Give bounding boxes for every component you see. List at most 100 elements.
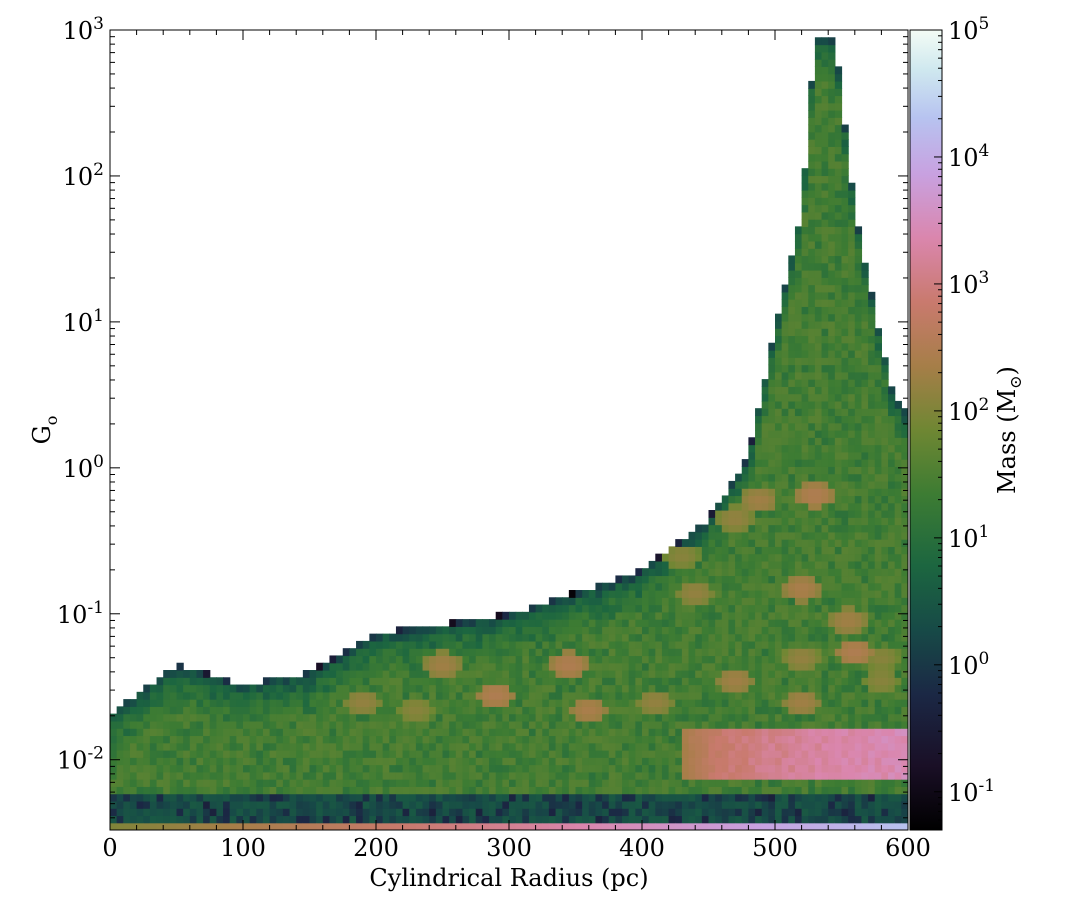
heatmap-cell [668, 713, 676, 722]
heatmap-cell [775, 633, 783, 642]
heatmap-cell [781, 808, 789, 817]
heatmap-cell [482, 691, 490, 700]
heatmap-cell [715, 706, 723, 715]
heatmap-cell [635, 633, 643, 642]
heatmap-cell [755, 750, 763, 758]
heatmap-cell [389, 713, 397, 722]
heatmap-cell [814, 153, 823, 162]
heatmap-cell [395, 822, 404, 830]
heatmap-cell [894, 582, 902, 591]
heatmap-cell [854, 597, 863, 606]
heatmap-cell [768, 488, 776, 497]
heatmap-cell [455, 771, 464, 780]
heatmap-cell [728, 728, 736, 737]
heatmap-cell [675, 713, 683, 722]
heatmap-cell [808, 553, 816, 562]
heatmap-cell [522, 670, 530, 678]
heatmap-cell [229, 764, 237, 773]
heatmap-cell [316, 750, 324, 758]
heatmap-cell [888, 495, 896, 504]
heatmap-cell [814, 146, 823, 155]
heatmap-cell [236, 822, 244, 830]
heatmap-cell [794, 328, 803, 337]
heatmap-cell [548, 677, 557, 686]
heatmap-cell [821, 95, 829, 104]
heatmap-cell [489, 757, 497, 766]
heatmap-cell [655, 808, 663, 817]
heatmap-cell [548, 684, 557, 693]
heatmap-cell [801, 182, 809, 191]
heatmap-cell [668, 764, 676, 773]
heatmap-cell [841, 786, 849, 795]
heatmap-cell [635, 604, 643, 613]
heatmap-cell [256, 800, 264, 809]
heatmap-cell [542, 713, 550, 722]
heatmap-cell [349, 800, 357, 809]
heatmap-cell [721, 590, 730, 598]
heatmap-cell [342, 735, 350, 744]
heatmap-cell [761, 546, 769, 555]
heatmap-cell [868, 299, 876, 307]
heatmap-cell [775, 626, 783, 635]
heatmap-cell [149, 750, 158, 758]
heatmap-cell [282, 684, 291, 693]
heatmap-cell [608, 633, 616, 642]
heatmap-cell [814, 393, 823, 402]
heatmap-cell [415, 662, 424, 671]
heatmap-cell [568, 590, 577, 598]
heatmap-cell [874, 437, 882, 446]
heatmap-cell [575, 640, 583, 649]
heatmap-cell [422, 771, 430, 780]
heatmap-cell [402, 655, 410, 664]
heatmap-cell [848, 786, 856, 795]
heatmap-cell [628, 779, 636, 787]
heatmap-cell [861, 677, 869, 686]
heatmap-cell [628, 575, 636, 584]
heatmap-cell [435, 822, 444, 830]
heatmap-cell [735, 611, 743, 620]
heatmap-cell [622, 815, 630, 824]
heatmap-cell [748, 626, 756, 635]
heatmap-cell [741, 510, 749, 518]
heatmap-cell [808, 219, 816, 227]
heatmap-cell [542, 764, 550, 773]
heatmap-cell [834, 437, 843, 446]
heatmap-cell [701, 793, 710, 802]
heatmap-cell [203, 728, 211, 737]
heatmap-cell [635, 713, 643, 722]
heatmap-cell [834, 502, 843, 511]
heatmap-cell [861, 604, 869, 613]
heatmap-cell [888, 524, 896, 533]
heatmap-cell [642, 575, 650, 584]
heatmap-cell [236, 699, 244, 707]
heatmap-cell [568, 815, 577, 824]
heatmap-cell [828, 670, 836, 678]
heatmap-cell [834, 728, 843, 737]
heatmap-cell [455, 793, 464, 802]
heatmap-cell [808, 350, 816, 358]
heatmap-cell [522, 771, 530, 780]
heatmap-cell [715, 611, 723, 620]
heatmap-cell [735, 633, 743, 642]
heatmap-cell [848, 553, 856, 562]
heatmap-cell [761, 611, 769, 620]
heatmap-cell [568, 808, 577, 817]
heatmap-cell [642, 764, 650, 773]
heatmap-cell [462, 779, 470, 787]
heatmap-cell [582, 604, 590, 613]
heatmap-cell [535, 735, 543, 744]
heatmap-cell [588, 757, 597, 766]
heatmap-cell [748, 655, 756, 664]
heatmap-cell [435, 728, 444, 737]
heatmap-cell [841, 699, 849, 707]
heatmap-cell [582, 597, 590, 606]
heatmap-cell [695, 742, 703, 751]
heatmap-cell [715, 742, 723, 751]
heatmap-cell [555, 684, 563, 693]
heatmap-cell [223, 684, 231, 693]
heatmap-cell [482, 750, 490, 758]
heatmap-cell [409, 800, 417, 809]
heatmap-cell [362, 786, 370, 795]
heatmap-cell [143, 728, 151, 737]
heatmap-cell [203, 800, 211, 809]
